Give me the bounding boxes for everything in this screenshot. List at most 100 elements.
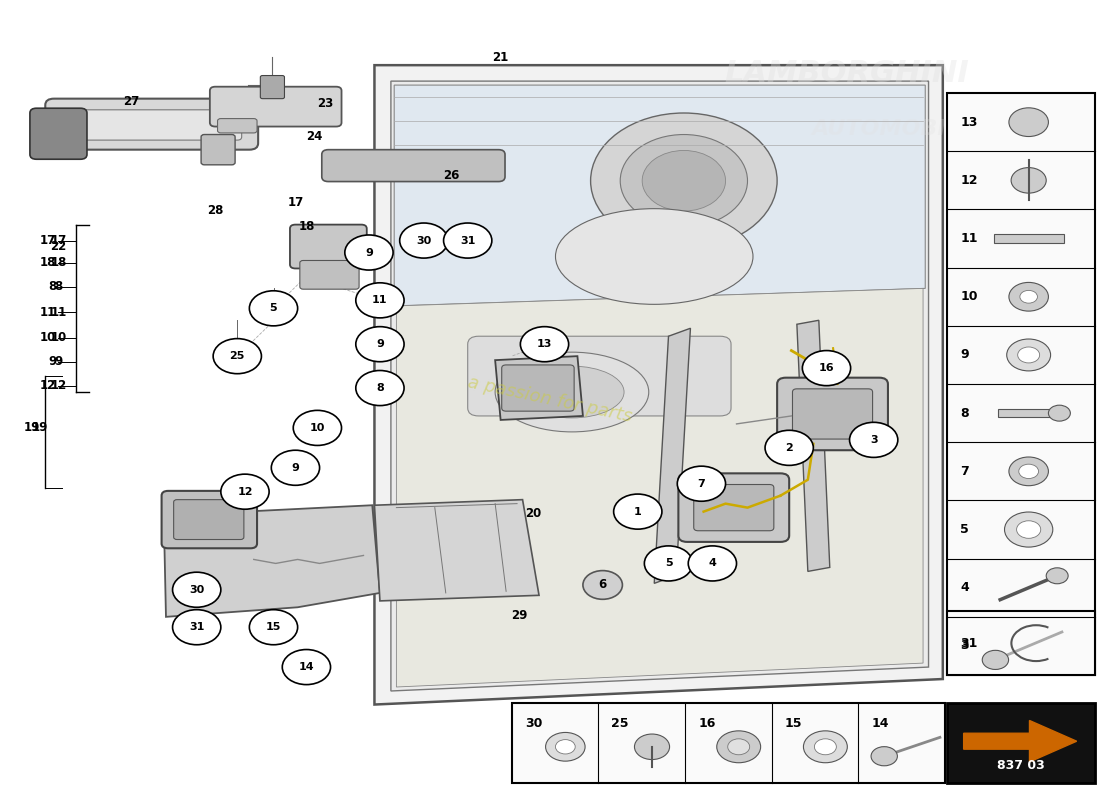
Text: 5: 5 bbox=[960, 523, 969, 536]
FancyBboxPatch shape bbox=[290, 225, 366, 269]
Text: 9: 9 bbox=[292, 462, 299, 473]
Circle shape bbox=[717, 731, 760, 762]
Text: 8: 8 bbox=[376, 383, 384, 393]
FancyBboxPatch shape bbox=[162, 491, 257, 548]
Text: 7: 7 bbox=[960, 465, 969, 478]
Circle shape bbox=[591, 113, 777, 249]
Text: 4: 4 bbox=[960, 582, 969, 594]
Circle shape bbox=[173, 610, 221, 645]
Circle shape bbox=[849, 422, 898, 458]
Circle shape bbox=[802, 350, 850, 386]
Text: 10: 10 bbox=[310, 423, 326, 433]
Polygon shape bbox=[374, 500, 539, 601]
Text: 28: 28 bbox=[207, 204, 223, 217]
FancyBboxPatch shape bbox=[792, 389, 872, 439]
Text: 18: 18 bbox=[51, 256, 67, 270]
Text: 31: 31 bbox=[189, 622, 205, 632]
FancyBboxPatch shape bbox=[261, 75, 285, 98]
Polygon shape bbox=[396, 288, 923, 687]
Circle shape bbox=[344, 235, 393, 270]
Text: 10: 10 bbox=[51, 331, 67, 344]
Circle shape bbox=[1048, 405, 1070, 421]
Circle shape bbox=[355, 283, 404, 318]
Text: 12: 12 bbox=[238, 486, 253, 497]
Ellipse shape bbox=[495, 352, 649, 432]
FancyBboxPatch shape bbox=[45, 98, 258, 150]
Text: 30: 30 bbox=[416, 235, 431, 246]
Text: 9: 9 bbox=[54, 355, 63, 368]
Circle shape bbox=[678, 466, 726, 502]
Circle shape bbox=[399, 223, 448, 258]
Text: 12: 12 bbox=[51, 379, 67, 392]
Polygon shape bbox=[654, 328, 691, 583]
Text: 9: 9 bbox=[48, 355, 56, 368]
Text: 7: 7 bbox=[697, 478, 705, 489]
Text: 20: 20 bbox=[526, 506, 541, 520]
Text: 14: 14 bbox=[871, 718, 889, 730]
Text: 13: 13 bbox=[960, 116, 978, 129]
Bar bbox=[512, 703, 945, 782]
Text: 11: 11 bbox=[372, 295, 387, 306]
Text: 23: 23 bbox=[317, 97, 333, 110]
FancyBboxPatch shape bbox=[322, 150, 505, 182]
Circle shape bbox=[1009, 108, 1048, 137]
FancyBboxPatch shape bbox=[300, 261, 359, 289]
Text: 9: 9 bbox=[376, 339, 384, 349]
Text: 15: 15 bbox=[784, 718, 802, 730]
Circle shape bbox=[250, 610, 298, 645]
Circle shape bbox=[250, 290, 298, 326]
Text: 17: 17 bbox=[51, 234, 67, 247]
Circle shape bbox=[1009, 457, 1048, 486]
Circle shape bbox=[213, 338, 262, 374]
Text: 26: 26 bbox=[443, 169, 460, 182]
Circle shape bbox=[1019, 464, 1038, 478]
Text: 17: 17 bbox=[287, 196, 304, 209]
Text: 27: 27 bbox=[123, 94, 139, 107]
Circle shape bbox=[546, 733, 585, 761]
Polygon shape bbox=[495, 356, 583, 420]
Text: 25: 25 bbox=[230, 351, 245, 361]
FancyBboxPatch shape bbox=[679, 474, 789, 542]
Circle shape bbox=[221, 474, 270, 510]
FancyBboxPatch shape bbox=[468, 336, 732, 416]
Text: 8: 8 bbox=[48, 280, 56, 294]
Circle shape bbox=[814, 739, 836, 754]
Polygon shape bbox=[390, 81, 928, 691]
Text: 22: 22 bbox=[51, 241, 67, 254]
Bar bbox=[947, 703, 1096, 782]
Text: 11: 11 bbox=[960, 232, 978, 245]
Circle shape bbox=[642, 150, 726, 211]
Circle shape bbox=[689, 546, 737, 581]
Text: 12: 12 bbox=[960, 174, 978, 187]
Circle shape bbox=[355, 326, 404, 362]
Text: 8: 8 bbox=[960, 406, 969, 420]
Text: LAMBORGHINI: LAMBORGHINI bbox=[724, 58, 969, 88]
Bar bbox=[947, 611, 1096, 675]
Text: 837 03: 837 03 bbox=[998, 758, 1045, 772]
FancyBboxPatch shape bbox=[218, 118, 257, 133]
Circle shape bbox=[1018, 347, 1040, 363]
Ellipse shape bbox=[520, 366, 624, 418]
Text: 19: 19 bbox=[23, 422, 40, 434]
FancyBboxPatch shape bbox=[30, 108, 87, 159]
Text: a passion for parts: a passion for parts bbox=[466, 374, 634, 426]
Text: 18: 18 bbox=[40, 256, 56, 270]
Text: 30: 30 bbox=[525, 718, 542, 730]
FancyBboxPatch shape bbox=[694, 485, 773, 530]
FancyBboxPatch shape bbox=[777, 378, 888, 450]
Ellipse shape bbox=[556, 209, 754, 304]
Polygon shape bbox=[164, 506, 380, 617]
Circle shape bbox=[294, 410, 341, 446]
Polygon shape bbox=[796, 320, 829, 571]
Circle shape bbox=[556, 740, 575, 754]
Text: 8: 8 bbox=[54, 280, 63, 294]
Circle shape bbox=[520, 326, 569, 362]
Text: 3: 3 bbox=[870, 435, 878, 445]
Circle shape bbox=[1020, 290, 1037, 303]
Bar bbox=[993, 234, 1064, 243]
Text: 15: 15 bbox=[266, 622, 282, 632]
Text: 21: 21 bbox=[493, 50, 508, 64]
Text: 5: 5 bbox=[270, 303, 277, 314]
Text: AUTOMOBILI: AUTOMOBILI bbox=[812, 119, 969, 139]
Text: 10: 10 bbox=[960, 290, 978, 303]
